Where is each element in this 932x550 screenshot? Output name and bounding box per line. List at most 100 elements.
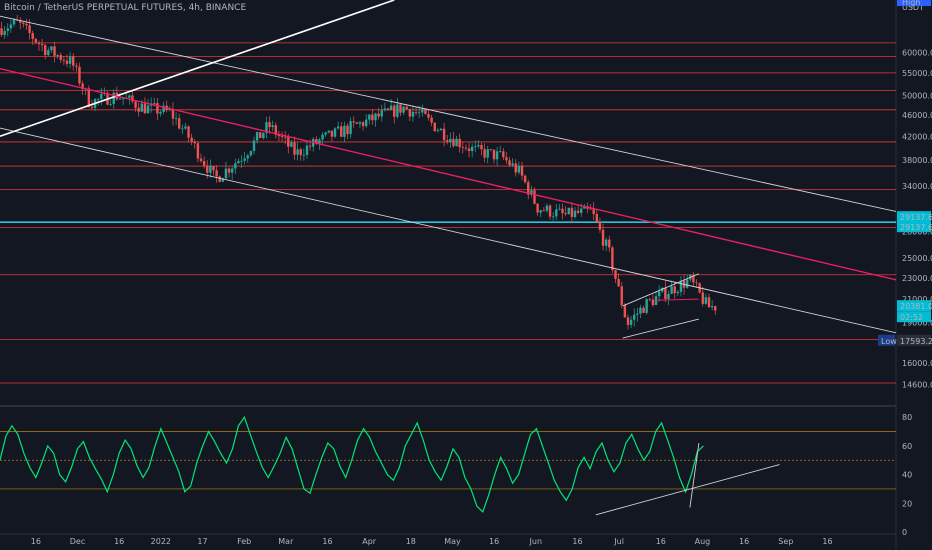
- candle-body: [692, 275, 695, 283]
- candle-body: [679, 280, 683, 292]
- rsi-tick-label: 40: [902, 471, 912, 480]
- candle-body: [315, 138, 318, 144]
- candle-body: [492, 149, 496, 160]
- candle-body: [47, 50, 50, 56]
- flag-lower-line: [622, 318, 699, 339]
- candle-body: [153, 103, 156, 104]
- price-tick-label: 60000.0: [902, 48, 932, 57]
- time-tick-label: 16: [489, 537, 499, 546]
- candle-body: [458, 138, 461, 148]
- candle-body: [68, 56, 72, 64]
- time-tick-label: 16: [31, 537, 41, 546]
- candle-body: [710, 306, 714, 308]
- candle-body: [714, 306, 717, 311]
- candle-body: [477, 144, 480, 147]
- rsi-tick-label: 60: [902, 442, 912, 451]
- candle-body: [564, 213, 567, 215]
- candle-body: [171, 109, 175, 119]
- candle-body: [561, 208, 564, 214]
- candle-body: [56, 54, 59, 56]
- candle-body: [265, 122, 268, 133]
- candle-body: [59, 54, 62, 60]
- candle-body: [280, 136, 284, 137]
- candle-body: [209, 165, 212, 173]
- candle-body: [221, 178, 225, 182]
- candle-body: [617, 278, 620, 287]
- time-tick-label: 16: [739, 537, 749, 546]
- rsi-short-line: [689, 442, 700, 508]
- candle-body: [140, 103, 144, 112]
- candle-body: [271, 125, 274, 128]
- candle-body: [548, 205, 552, 217]
- candle-body: [495, 151, 499, 160]
- candle-body: [37, 42, 41, 45]
- time-tick-label: 16: [322, 537, 332, 546]
- candle-body: [417, 112, 421, 114]
- candle-body: [573, 210, 577, 217]
- candle-body: [333, 128, 337, 137]
- candle-body: [327, 130, 330, 133]
- candle-body: [112, 92, 115, 104]
- candle-body: [430, 117, 433, 123]
- candle-body: [240, 160, 243, 162]
- candle-body: [274, 125, 278, 135]
- candle-body: [368, 114, 371, 120]
- candle-body: [349, 121, 352, 135]
- candle-body: [374, 113, 377, 121]
- time-tick-label: Aug: [695, 537, 711, 546]
- candle-body: [100, 93, 103, 99]
- candle-body: [551, 216, 555, 218]
- price-tick-label: 21000.0: [902, 295, 932, 304]
- candle-body: [371, 114, 374, 121]
- candle-body: [449, 138, 452, 143]
- candle-body: [352, 121, 355, 123]
- candle-body: [31, 33, 34, 39]
- candle-body: [623, 305, 627, 318]
- candle-body: [439, 128, 443, 131]
- flag-upper-line: [622, 273, 700, 307]
- price-tick-label: 46000.0: [902, 111, 932, 120]
- candle-body: [324, 132, 327, 135]
- candle-body: [402, 106, 405, 113]
- candle-body: [576, 210, 580, 213]
- time-tick-label: Jun: [529, 537, 543, 546]
- time-tick-label: 16: [656, 537, 666, 546]
- candle-body: [520, 165, 524, 176]
- candle-body: [199, 158, 203, 161]
- candle-body: [405, 106, 408, 110]
- last-price-label-box: [897, 300, 931, 312]
- cyan-price-label-1: 29137.6: [900, 213, 932, 222]
- candle-body: [174, 118, 178, 120]
- candle-body: [442, 128, 446, 141]
- candle-body: [364, 119, 368, 127]
- time-tick-label: Mar: [278, 537, 294, 546]
- candle-body: [302, 154, 306, 156]
- candle-body: [336, 126, 340, 129]
- candle-body: [399, 104, 402, 113]
- price-tick-label: 25000.0: [902, 254, 932, 263]
- candle-body: [601, 229, 605, 246]
- candle-body: [555, 209, 558, 217]
- candle-body: [701, 292, 704, 304]
- countdown-label-box: [897, 311, 931, 323]
- candle-body: [386, 108, 390, 110]
- candle-body: [414, 111, 418, 113]
- time-tick-label: Apr: [362, 537, 377, 546]
- candle-body: [455, 138, 458, 147]
- flag-mid-line: [654, 298, 699, 301]
- candle-body: [146, 105, 150, 114]
- time-tick-label: 18: [406, 537, 416, 546]
- candle-body: [255, 132, 259, 141]
- candle-body: [6, 28, 9, 32]
- candle-body: [592, 208, 595, 215]
- candle-body: [396, 104, 399, 117]
- upper-channel-line: [0, 15, 897, 212]
- candle-body: [545, 205, 549, 211]
- candle-body: [87, 88, 91, 107]
- candle-body: [25, 23, 28, 26]
- candle-body: [196, 143, 200, 159]
- candle-body: [78, 66, 81, 84]
- candle-body: [676, 291, 680, 294]
- candle-body: [517, 165, 521, 173]
